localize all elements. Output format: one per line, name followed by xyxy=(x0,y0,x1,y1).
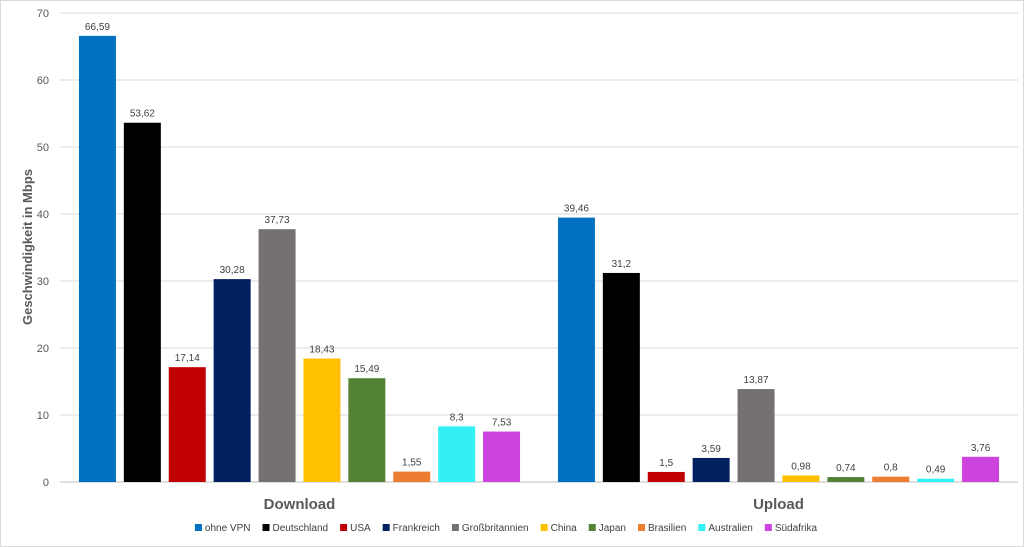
data-label: 1,55 xyxy=(402,458,422,469)
legend-swatch xyxy=(340,524,348,531)
bar xyxy=(737,389,775,482)
bar xyxy=(692,457,730,482)
bar xyxy=(213,279,251,482)
legend-swatch xyxy=(382,524,390,531)
data-label: 66,59 xyxy=(85,22,110,33)
bar xyxy=(348,378,386,482)
data-label: 37,73 xyxy=(265,215,290,226)
bar xyxy=(917,478,955,482)
y-tick-label: 20 xyxy=(37,343,49,355)
category-labels: Download Upload xyxy=(264,496,804,513)
data-label: 0,98 xyxy=(791,461,811,472)
legend-label: Südafrika xyxy=(775,523,818,534)
legend-label: Großbritannien xyxy=(462,523,529,534)
bars xyxy=(78,35,1000,483)
bar xyxy=(438,426,476,482)
bar xyxy=(393,471,431,482)
y-axis-title: Geschwindigkeit in Mbps xyxy=(20,169,35,325)
legend-swatch xyxy=(764,524,772,531)
category-label: Upload xyxy=(753,496,804,513)
data-label: 13,87 xyxy=(744,375,769,386)
legend-swatch xyxy=(698,524,706,531)
data-label: 17,14 xyxy=(175,353,200,364)
bar xyxy=(78,35,116,483)
data-label: 39,46 xyxy=(564,204,589,215)
bar xyxy=(303,358,341,482)
y-tick-label: 40 xyxy=(37,209,49,221)
data-label: 53,62 xyxy=(130,109,155,120)
legend-swatch xyxy=(194,524,202,531)
bar xyxy=(872,476,910,482)
data-label: 0,74 xyxy=(836,463,856,474)
legend-label: Frankreich xyxy=(393,523,440,534)
bar xyxy=(602,272,640,482)
category-label: Download xyxy=(264,496,336,513)
data-label: 3,76 xyxy=(971,443,991,454)
bar xyxy=(962,456,1000,482)
legend-label: ohne VPN xyxy=(205,523,251,534)
legend-label: USA xyxy=(350,523,371,534)
bar xyxy=(258,229,296,482)
legend-swatch xyxy=(262,524,270,531)
bar xyxy=(782,475,820,482)
data-label: 0,49 xyxy=(926,465,946,476)
y-axis-ticks: 0 10 20 30 40 50 60 70 xyxy=(37,8,49,489)
data-label: 8,3 xyxy=(450,412,464,423)
data-label: 18,43 xyxy=(309,345,334,356)
legend-label: Brasilien xyxy=(648,523,686,534)
legend-swatch xyxy=(540,524,548,531)
y-tick-label: 30 xyxy=(37,276,49,288)
data-label: 1,5 xyxy=(659,458,673,469)
bar xyxy=(827,477,865,482)
y-tick-label: 70 xyxy=(37,8,49,20)
legend-label: Deutschland xyxy=(273,523,329,534)
bar xyxy=(483,431,521,482)
y-tick-label: 10 xyxy=(37,410,49,422)
data-label: 0,8 xyxy=(884,463,898,474)
data-label: 31,2 xyxy=(612,259,632,270)
y-tick-label: 0 xyxy=(43,477,49,489)
legend-swatch xyxy=(588,524,596,531)
legend-label: China xyxy=(551,523,578,534)
bar xyxy=(168,367,206,482)
data-label: 7,53 xyxy=(492,418,512,429)
data-label: 3,59 xyxy=(701,444,721,455)
legend-swatch xyxy=(638,524,646,531)
bar xyxy=(647,471,685,482)
legend-label: Japan xyxy=(599,523,626,534)
bar xyxy=(123,122,161,482)
legend-swatch xyxy=(451,524,459,531)
y-tick-label: 60 xyxy=(37,75,49,87)
data-label: 30,28 xyxy=(220,265,245,276)
bar xyxy=(557,217,595,483)
legend: ohne VPN Deutschland USA Frankreich Großbrit… xyxy=(194,523,818,534)
y-tick-label: 50 xyxy=(37,142,49,154)
data-labels: 66,59 53,62 17,14 30,28 37,73 18,43 15,49 1,55 8… xyxy=(85,22,991,476)
data-label: 15,49 xyxy=(354,364,379,375)
legend-label: Australien xyxy=(708,523,752,534)
